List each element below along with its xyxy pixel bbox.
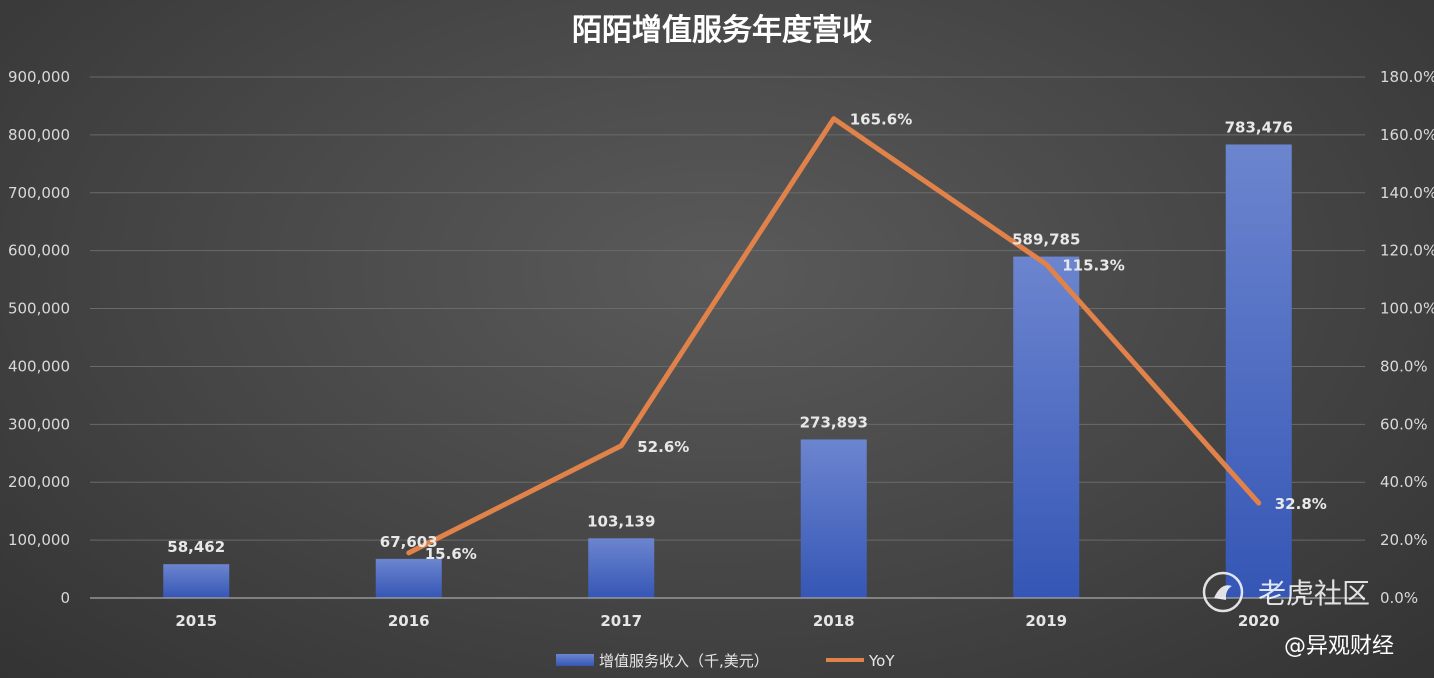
yoy-data-label: 165.6% — [850, 111, 912, 129]
x-axis-tick: 2018 — [813, 612, 855, 630]
bar-data-label: 783,476 — [1225, 118, 1293, 136]
bar-data-label: 58,462 — [167, 538, 225, 556]
right-axis-tick: 120.0% — [1380, 242, 1434, 260]
bar — [375, 558, 442, 598]
bar — [588, 538, 655, 598]
bar-data-label: 103,139 — [587, 512, 655, 530]
right-axis-tick: 100.0% — [1380, 300, 1434, 318]
yoy-data-label: 15.6% — [425, 545, 477, 563]
yoy-data-label: 32.8% — [1275, 495, 1327, 513]
right-axis-tick: 180.0% — [1380, 68, 1434, 86]
left-axis-tick: 700,000 — [8, 184, 70, 202]
left-axis-tick: 100,000 — [8, 531, 70, 549]
chart-title: 陌陌增值服务年度营收 — [572, 13, 872, 48]
watermark-brand: 老虎社区 — [1258, 577, 1370, 610]
legend-bar-swatch — [556, 654, 594, 666]
bar — [800, 439, 867, 598]
bar-data-label: 589,785 — [1012, 231, 1080, 249]
watermark-handle: @异观财经 — [1284, 634, 1394, 659]
yoy-line — [406, 116, 1262, 556]
x-axis-tick: 2017 — [600, 612, 642, 630]
left-axis-tick: 200,000 — [8, 473, 70, 491]
left-axis-tick: 600,000 — [8, 242, 70, 260]
yoy-data-label: 115.3% — [1062, 256, 1124, 274]
bar — [163, 564, 230, 598]
bar — [1225, 144, 1292, 598]
watermark: 老虎社区 @异观财经 — [1202, 571, 1394, 659]
bar-data-label: 67,603 — [380, 533, 438, 551]
bar-data-label: 273,893 — [800, 413, 868, 431]
axes: 0 0.0% 100,000 20.0% 200,000 40.0% 300,000 60.0… — [8, 68, 1434, 630]
data-labels: 58,462 67,603 103,139 273,893 589,785 783,476… — [167, 111, 1326, 563]
bar-series — [163, 144, 1292, 598]
left-axis-tick: 800,000 — [8, 126, 70, 144]
right-axis-tick: 0.0% — [1380, 589, 1418, 607]
right-axis-tick: 40.0% — [1380, 473, 1428, 491]
right-axis-tick: 140.0% — [1380, 184, 1434, 202]
tiger-logo-icon — [1202, 571, 1244, 613]
x-axis-tick: 2016 — [388, 612, 430, 630]
grid-lines — [90, 76, 1365, 541]
left-axis-tick: 0 — [60, 589, 70, 607]
right-axis-tick: 20.0% — [1380, 531, 1428, 549]
left-axis-tick: 900,000 — [8, 68, 70, 86]
legend-line-label: YoY — [868, 652, 895, 670]
right-axis-tick: 80.0% — [1380, 357, 1428, 375]
left-axis-tick: 400,000 — [8, 357, 70, 375]
legend: 增值服务收入（千,美元） YoY — [556, 652, 895, 670]
x-axis-tick: 2015 — [175, 612, 217, 630]
yoy-data-label: 52.6% — [637, 438, 689, 456]
x-axis-tick: 2019 — [1025, 612, 1067, 630]
right-axis-tick: 60.0% — [1380, 415, 1428, 433]
bar — [1013, 256, 1080, 598]
yoy-series — [406, 116, 1262, 556]
left-axis-tick: 300,000 — [8, 415, 70, 433]
x-axis-tick: 2020 — [1238, 612, 1280, 630]
left-axis-tick: 500,000 — [8, 300, 70, 318]
right-axis-tick: 160.0% — [1380, 126, 1434, 144]
legend-bar-label: 增值服务收入（千,美元） — [599, 652, 769, 670]
